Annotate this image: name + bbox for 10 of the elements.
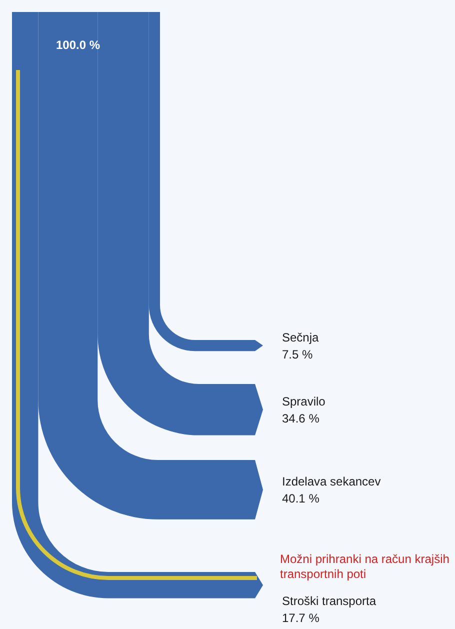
text: 100.0 % [56,38,100,52]
data-label: 40.1 % [282,492,320,506]
data-label: 34.6 % [282,412,320,426]
category-label: Izdelava sekancev [282,474,381,489]
category-label: Stroški transporta [282,594,376,608]
data-label: 7.5 % [282,348,314,362]
category-label: Sečnja [282,330,320,345]
data-label: 17.7 % [282,611,320,626]
category-label: Spravilo [282,394,326,409]
text: Možni prihranki na račun krajših transportnih poti [280,552,450,582]
